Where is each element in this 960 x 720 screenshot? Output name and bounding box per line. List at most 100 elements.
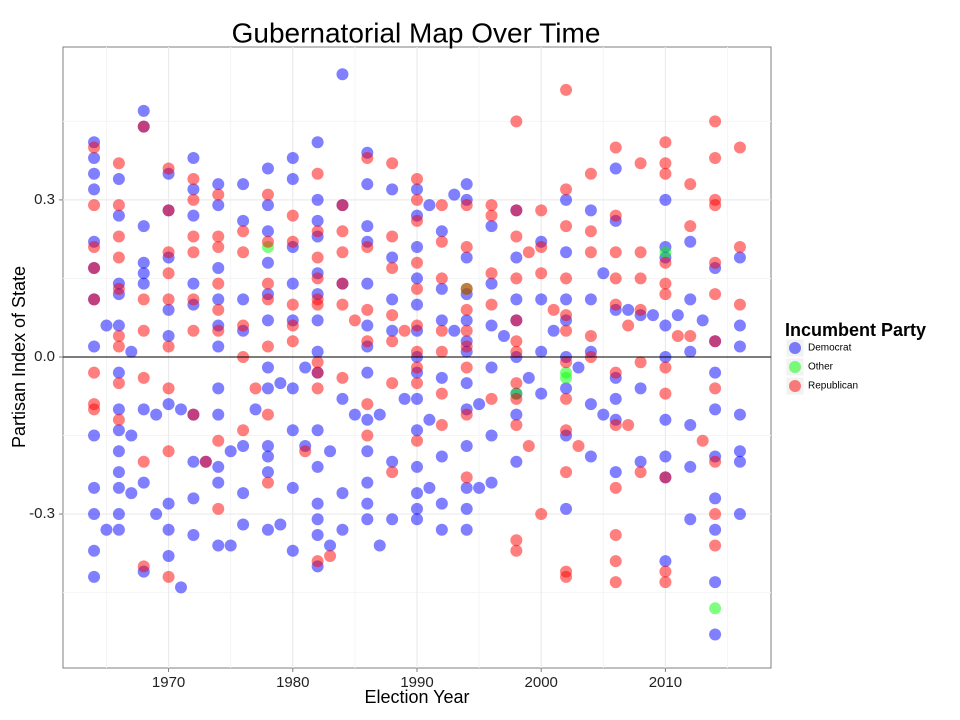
data-point [609,246,622,259]
data-point [162,267,175,280]
y-tick-label: 0.0 [34,348,55,365]
data-point [361,241,374,254]
data-point [411,282,423,295]
data-point [411,502,423,515]
data-point [684,330,697,343]
data-point [560,272,573,285]
data-point [299,361,312,374]
data-point [659,413,672,426]
data-point [187,209,200,222]
data-point [386,324,399,337]
data-point [88,403,101,416]
data-point [137,277,150,290]
data-point [547,303,560,316]
data-point [286,209,299,222]
data-point [460,340,473,353]
data-point [560,466,573,479]
data-point [411,361,423,374]
data-point [435,324,448,337]
data-point [137,120,150,133]
data-point [435,419,448,432]
data-point [212,261,225,274]
data-point [324,549,337,562]
data-point [261,225,274,238]
data-point [187,492,200,505]
data-point [572,361,585,374]
data-point [497,330,510,343]
data-point [286,298,299,311]
data-point [411,298,423,311]
data-point [609,162,622,175]
data-point [348,408,361,421]
data-point [137,455,150,468]
data-point [684,235,697,248]
data-point [100,523,113,536]
data-point [336,225,349,238]
data-point [584,293,597,306]
data-point [560,246,573,259]
data-point [88,152,101,165]
data-point [137,104,150,117]
data-point [560,356,573,369]
data-point [609,529,622,542]
data-point [460,199,473,212]
data-point [659,157,672,170]
data-point [237,424,250,437]
legend-label: Other [808,362,834,373]
data-point [187,455,200,468]
data-point [212,277,225,290]
data-point [634,382,647,395]
data-point [647,309,659,322]
data-point [709,539,722,552]
data-point [684,220,697,233]
data-point [361,398,374,411]
data-point [137,256,150,269]
data-point [112,340,125,353]
data-point [733,251,746,264]
data-point [237,214,250,227]
data-point [237,518,250,531]
data-point [659,576,672,589]
data-point [88,570,101,583]
data-point [386,293,399,306]
data-point [460,314,473,327]
data-point [212,199,225,212]
data-point [261,523,274,536]
data-point [485,298,498,311]
data-point [659,361,672,374]
legend-symbol [789,380,801,392]
legend: Incumbent Party Democrat Other Republican [785,320,926,396]
data-point [286,152,299,165]
data-point [237,487,250,500]
data-point [212,408,225,421]
data-point [709,199,722,212]
data-point [237,293,250,306]
data-point [510,544,523,557]
data-point [311,298,324,311]
data-point [560,382,573,395]
data-point [212,340,225,353]
data-point [634,356,647,369]
data-point [460,282,473,295]
data-point [88,183,101,196]
data-point [286,319,299,332]
data-point [510,345,523,358]
data-point [162,570,175,583]
data-point [435,345,448,358]
data-point [112,282,125,295]
data-point [261,382,274,395]
data-point [560,502,573,515]
data-point [485,209,498,222]
data-point [609,481,622,494]
x-tick-label: 1980 [276,674,309,691]
data-point [162,340,175,353]
data-point [411,487,423,500]
data-point [709,115,722,128]
data-point [634,303,647,316]
data-point [696,434,709,447]
data-point [560,193,573,206]
data-point [485,476,498,489]
data-point [187,246,200,259]
data-point [88,261,101,274]
data-point [510,115,523,128]
